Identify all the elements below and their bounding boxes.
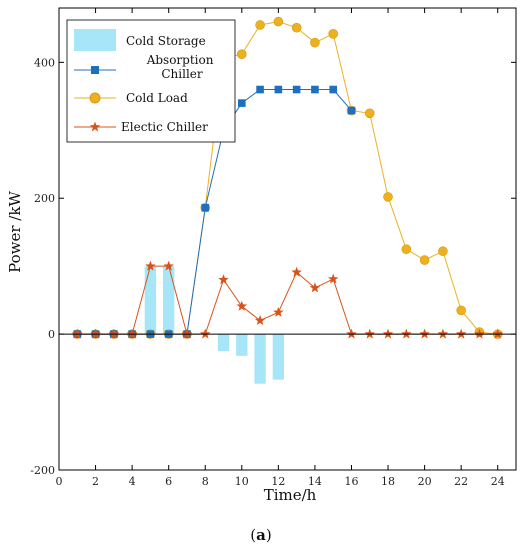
point-electic-chiller-15 bbox=[328, 274, 338, 284]
point-cold-load-22 bbox=[457, 306, 466, 315]
x-tick-label-18: 18 bbox=[381, 475, 395, 488]
bar-cold-storage-11 bbox=[254, 334, 265, 384]
legend-marker-absorption-chiller bbox=[91, 66, 99, 74]
legend-marker-cold-load bbox=[90, 93, 100, 103]
x-tick-label-4: 4 bbox=[129, 475, 136, 488]
y-tick-label-0: 0 bbox=[48, 328, 55, 341]
point-absorption-chiller-11 bbox=[256, 86, 264, 94]
point-cold-load-20 bbox=[420, 256, 429, 265]
y-tick-label--200: -200 bbox=[30, 464, 55, 477]
bar-cold-storage-10 bbox=[236, 334, 247, 356]
point-absorption-chiller-12 bbox=[275, 86, 283, 94]
point-cold-load-18 bbox=[384, 192, 393, 201]
x-tick-label-2: 2 bbox=[92, 475, 99, 488]
legend-label-absorption-chiller-line1: Absorption bbox=[146, 53, 214, 67]
bar-cold-storage-5 bbox=[145, 266, 156, 334]
y-tick-label-200: 200 bbox=[34, 192, 55, 205]
point-electic-chiller-19 bbox=[401, 329, 411, 339]
point-electic-chiller-17 bbox=[365, 329, 375, 339]
point-electic-chiller-16 bbox=[346, 329, 356, 339]
point-electic-chiller-8 bbox=[200, 329, 210, 339]
point-electic-chiller-22 bbox=[456, 329, 466, 339]
bar-cold-storage-6 bbox=[163, 266, 174, 334]
caption-close: ) bbox=[266, 526, 272, 544]
figure-caption: (a) bbox=[250, 526, 271, 544]
legend-label-cold-storage: Cold Storage bbox=[126, 34, 206, 48]
legend: Cold Storage Absorption Chiller Cold Loa… bbox=[67, 20, 235, 142]
point-electic-chiller-18 bbox=[383, 329, 393, 339]
line-electic-chiller bbox=[77, 266, 497, 334]
point-cold-load-10 bbox=[237, 50, 246, 59]
x-tick-label-16: 16 bbox=[344, 475, 358, 488]
point-cold-load-14 bbox=[310, 38, 319, 47]
point-absorption-chiller-15 bbox=[329, 86, 337, 94]
point-absorption-chiller-10 bbox=[238, 99, 246, 107]
point-absorption-chiller-14 bbox=[311, 86, 319, 94]
legend-label-cold-load: Cold Load bbox=[126, 91, 188, 105]
point-cold-load-13 bbox=[292, 23, 301, 32]
x-tick-label-10: 10 bbox=[235, 475, 249, 488]
y-tick-label-400: 400 bbox=[34, 56, 55, 69]
point-electic-chiller-11 bbox=[255, 315, 265, 325]
point-electic-chiller-20 bbox=[419, 329, 429, 339]
x-tick-label-24: 24 bbox=[491, 475, 505, 488]
x-tick-label-22: 22 bbox=[454, 475, 468, 488]
point-cold-load-12 bbox=[274, 17, 283, 26]
point-cold-load-17 bbox=[365, 109, 374, 118]
cold-storage-bars bbox=[145, 266, 284, 384]
point-electic-chiller-9 bbox=[218, 274, 228, 284]
x-tick-label-8: 8 bbox=[202, 475, 209, 488]
x-tick-label-6: 6 bbox=[165, 475, 172, 488]
legend-label-electric-chiller: Electic Chiller bbox=[121, 120, 208, 134]
x-tick-label-0: 0 bbox=[56, 475, 63, 488]
legend-swatch-cold-storage bbox=[74, 29, 116, 51]
x-axis-title: Time/h bbox=[264, 486, 317, 504]
point-cold-load-19 bbox=[402, 245, 411, 254]
bar-cold-storage-9 bbox=[218, 334, 229, 351]
y-axis-title: Power /kW bbox=[6, 191, 24, 273]
point-electic-chiller-21 bbox=[438, 329, 448, 339]
bar-cold-storage-12 bbox=[273, 334, 284, 380]
point-cold-load-11 bbox=[256, 20, 265, 29]
x-tick-label-20: 20 bbox=[418, 475, 432, 488]
point-electic-chiller-12 bbox=[273, 307, 283, 317]
point-electic-chiller-14 bbox=[310, 282, 320, 292]
point-absorption-chiller-13 bbox=[293, 86, 301, 94]
point-absorption-chiller-8 bbox=[201, 204, 209, 212]
point-cold-load-21 bbox=[438, 247, 447, 256]
point-cold-load-15 bbox=[329, 29, 338, 38]
caption-letter: a bbox=[256, 526, 266, 544]
legend-label-absorption-chiller-line2: Chiller bbox=[161, 67, 203, 81]
point-absorption-chiller-16 bbox=[348, 107, 356, 115]
